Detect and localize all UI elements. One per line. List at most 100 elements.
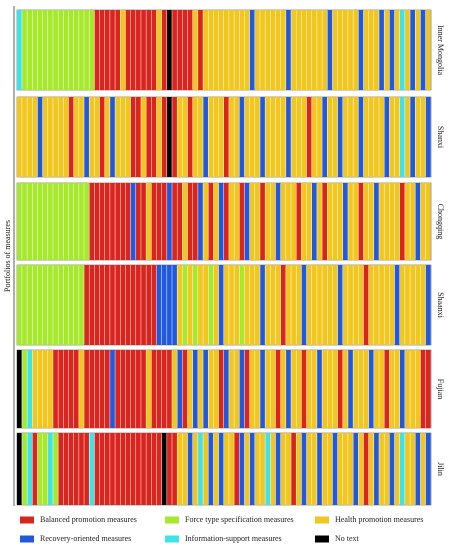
stripe (203, 183, 208, 260)
stripe (379, 350, 384, 428)
stripe (167, 265, 172, 345)
stripe (156, 183, 162, 260)
stripe (130, 350, 136, 428)
stripe (68, 433, 74, 505)
stripe (203, 265, 208, 345)
stripe (415, 265, 421, 345)
stripe (187, 183, 193, 260)
stripe (42, 265, 48, 345)
stripe (265, 433, 271, 505)
stripe (203, 433, 208, 505)
stripe (99, 265, 105, 345)
stripe (280, 350, 286, 428)
stripe (99, 10, 105, 90)
stripe (280, 183, 286, 260)
stripe (110, 97, 115, 177)
stripe (120, 183, 126, 260)
stripe (260, 97, 265, 177)
stripe (337, 350, 343, 428)
stripe (172, 10, 177, 90)
stripe (306, 433, 312, 505)
stripe (63, 265, 69, 345)
legend-label: Balanced promotion measures (40, 515, 137, 524)
stripe (136, 97, 141, 177)
stripe (244, 10, 250, 90)
stripe (218, 350, 224, 428)
stripe (177, 350, 183, 428)
stripe (405, 433, 410, 505)
stripe (177, 433, 183, 505)
stripe (167, 350, 172, 428)
panel-label: Chongqing (436, 204, 445, 240)
stripe (296, 265, 302, 345)
stripe (68, 97, 74, 177)
stripe (255, 183, 260, 260)
legend-swatch (20, 516, 34, 524)
stripe (32, 10, 38, 90)
stripe (17, 183, 22, 260)
stripe (275, 97, 281, 177)
stripe (172, 183, 177, 260)
stripe (311, 97, 317, 177)
stripe (234, 10, 240, 90)
stripe (255, 433, 260, 505)
stripe (322, 433, 327, 505)
panel-label: Jilin (436, 462, 445, 476)
stripe (27, 183, 33, 260)
stripe (229, 265, 234, 345)
stripe (213, 433, 219, 505)
stripe (208, 433, 214, 505)
stripe (374, 97, 379, 177)
stripe (213, 10, 219, 90)
stripe (125, 265, 131, 345)
stripe (239, 350, 245, 428)
stripe (84, 10, 89, 90)
stripe (130, 97, 136, 177)
stripe (291, 265, 296, 345)
stripe (208, 97, 214, 177)
stripe (280, 433, 286, 505)
stripe (301, 10, 307, 90)
stripe (110, 10, 115, 90)
stripe (141, 10, 146, 90)
stripe (384, 10, 390, 90)
stripe (130, 433, 136, 505)
stripe (296, 433, 302, 505)
legend-swatch (165, 516, 179, 524)
stripe (94, 265, 100, 345)
stripe (161, 433, 167, 505)
stripe (270, 433, 276, 505)
stripe (94, 350, 100, 428)
stripe (363, 433, 369, 505)
stripe (224, 350, 229, 428)
stripe (234, 183, 240, 260)
stripe (68, 10, 74, 90)
stripe (275, 350, 281, 428)
stripe (79, 97, 84, 177)
stripe (79, 350, 84, 428)
stripe (182, 265, 188, 345)
stripe (187, 10, 193, 90)
stripe (79, 183, 84, 260)
stripe (420, 97, 426, 177)
stripe (172, 97, 177, 177)
stripe (156, 10, 162, 90)
stripe (130, 10, 136, 90)
panel-label: Shanxi (436, 126, 445, 149)
stripe (115, 265, 120, 345)
panel-label: Inner Mongolia (436, 25, 445, 75)
stripe (343, 265, 348, 345)
stripe (192, 183, 198, 260)
stripe (394, 433, 400, 505)
stripe (192, 10, 198, 90)
stripe (384, 433, 390, 505)
stripe (322, 350, 327, 428)
stripe (198, 433, 203, 505)
stripe (410, 97, 415, 177)
stripe (363, 97, 369, 177)
stripe (296, 10, 302, 90)
stripe (348, 433, 353, 505)
stripe (156, 97, 162, 177)
stripe (94, 183, 100, 260)
stripe (415, 433, 421, 505)
